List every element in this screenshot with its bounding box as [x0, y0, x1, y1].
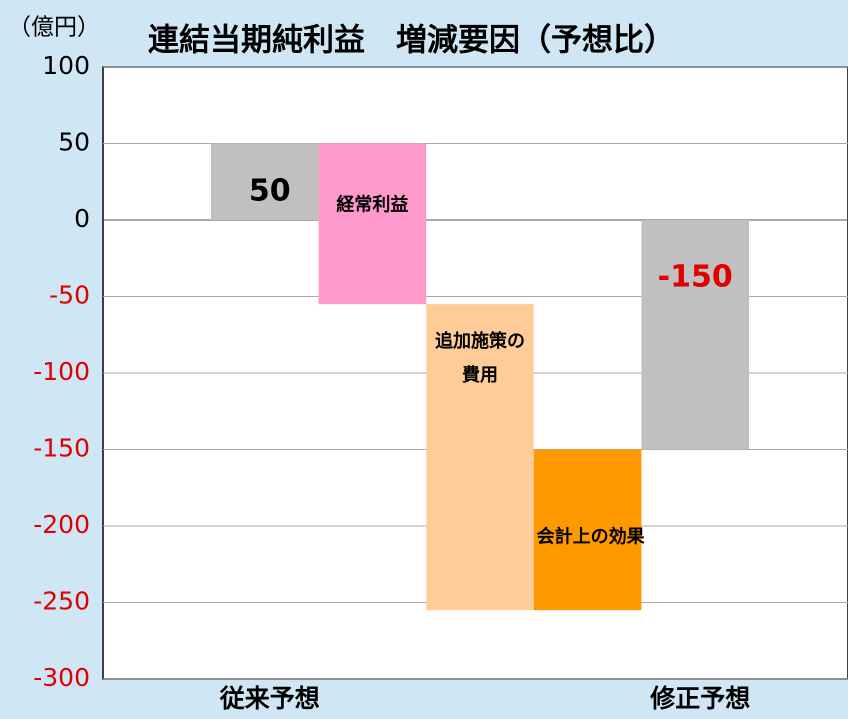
bar-label: 費用: [462, 364, 498, 386]
value-label: -150: [658, 259, 733, 294]
y-tick-label: 50: [58, 128, 90, 157]
y-tick-label: -50: [49, 281, 90, 310]
bar: [641, 220, 749, 450]
y-tick-label: -100: [33, 357, 90, 386]
y-tick-label: 0: [74, 204, 90, 233]
bar-label: 会計上の効果: [537, 526, 646, 548]
y-tick-label: -250: [33, 587, 90, 616]
bar: [533, 449, 642, 611]
y-tick-label: -150: [33, 434, 90, 463]
bar-label: 追加施策の: [435, 330, 525, 352]
y-tick-label: -300: [33, 663, 90, 692]
unit-label: （億円）: [8, 15, 100, 41]
x-tick-label: 修正予想: [649, 684, 750, 713]
bar: [211, 143, 319, 220]
bar: [318, 143, 427, 305]
y-tick-label: -200: [33, 510, 90, 539]
y-tick-label: 100: [42, 51, 90, 80]
value-label: 50: [249, 173, 291, 208]
bar: [426, 304, 534, 611]
chart-title: 連結当期純利益 増減要因（予想比）: [148, 23, 675, 59]
x-tick-label: 従来予想: [219, 684, 320, 713]
bar-label: 経常利益: [336, 194, 408, 216]
